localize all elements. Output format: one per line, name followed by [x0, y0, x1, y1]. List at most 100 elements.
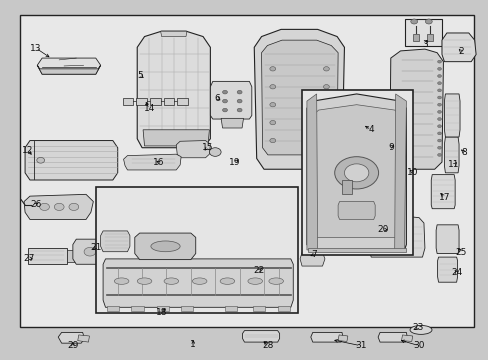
- Circle shape: [237, 99, 242, 103]
- Text: 18: 18: [156, 308, 167, 317]
- Polygon shape: [177, 98, 187, 105]
- Polygon shape: [306, 94, 317, 250]
- Polygon shape: [261, 40, 337, 155]
- Text: 17: 17: [438, 193, 449, 202]
- Bar: [96, 187, 298, 313]
- Circle shape: [40, 203, 49, 211]
- Ellipse shape: [163, 278, 178, 284]
- Polygon shape: [24, 194, 93, 220]
- Text: 14: 14: [143, 104, 155, 113]
- Circle shape: [437, 67, 441, 70]
- Circle shape: [410, 19, 417, 24]
- Ellipse shape: [386, 235, 406, 240]
- Polygon shape: [401, 335, 412, 341]
- Bar: [405, 19, 441, 45]
- Ellipse shape: [192, 278, 206, 284]
- Polygon shape: [103, 259, 293, 307]
- Text: 31: 31: [354, 341, 366, 350]
- Circle shape: [269, 121, 275, 125]
- Bar: [302, 90, 412, 255]
- Ellipse shape: [151, 241, 180, 252]
- Polygon shape: [157, 306, 168, 311]
- Polygon shape: [247, 260, 269, 280]
- Text: 21: 21: [90, 243, 101, 252]
- Circle shape: [437, 125, 441, 128]
- Text: 20: 20: [377, 225, 388, 234]
- Polygon shape: [221, 118, 243, 128]
- Polygon shape: [136, 98, 147, 105]
- Circle shape: [269, 85, 275, 89]
- Circle shape: [69, 203, 79, 211]
- Polygon shape: [444, 137, 458, 173]
- Bar: [66, 250, 79, 262]
- Circle shape: [323, 67, 329, 71]
- Text: 23: 23: [411, 323, 423, 332]
- Polygon shape: [444, 94, 459, 137]
- Text: 1: 1: [190, 341, 196, 350]
- Polygon shape: [131, 306, 143, 311]
- Polygon shape: [337, 335, 347, 341]
- Circle shape: [323, 138, 329, 143]
- Polygon shape: [441, 33, 475, 62]
- Polygon shape: [150, 98, 160, 105]
- Circle shape: [269, 103, 275, 107]
- Circle shape: [237, 90, 242, 94]
- Circle shape: [222, 108, 227, 112]
- Polygon shape: [101, 231, 130, 252]
- Text: 27: 27: [23, 254, 35, 263]
- Text: 11: 11: [447, 161, 459, 170]
- Text: 8: 8: [460, 148, 466, 157]
- Text: 5: 5: [137, 71, 142, 80]
- Circle shape: [437, 82, 441, 85]
- Polygon shape: [254, 30, 344, 169]
- Bar: [27, 248, 66, 264]
- Text: 16: 16: [153, 158, 164, 167]
- Text: 10: 10: [406, 168, 418, 177]
- Circle shape: [323, 121, 329, 125]
- Polygon shape: [181, 306, 193, 311]
- Text: 4: 4: [368, 125, 373, 134]
- Polygon shape: [107, 306, 119, 311]
- Circle shape: [437, 153, 441, 156]
- Polygon shape: [122, 98, 133, 105]
- Polygon shape: [163, 98, 174, 105]
- Circle shape: [437, 146, 441, 149]
- Ellipse shape: [220, 278, 234, 284]
- Text: 12: 12: [22, 146, 33, 155]
- Polygon shape: [58, 332, 84, 343]
- Polygon shape: [435, 225, 458, 253]
- Polygon shape: [135, 233, 195, 260]
- Bar: [427, 34, 432, 41]
- Text: 30: 30: [412, 341, 424, 350]
- Circle shape: [344, 164, 368, 182]
- Circle shape: [209, 148, 221, 156]
- Polygon shape: [123, 154, 181, 170]
- Circle shape: [437, 132, 441, 135]
- Polygon shape: [306, 94, 406, 250]
- Circle shape: [437, 89, 441, 92]
- Circle shape: [425, 19, 431, 24]
- Polygon shape: [307, 248, 406, 252]
- Polygon shape: [73, 239, 107, 264]
- Polygon shape: [377, 332, 407, 342]
- Circle shape: [323, 103, 329, 107]
- Ellipse shape: [409, 325, 431, 334]
- Polygon shape: [143, 130, 209, 146]
- Polygon shape: [160, 31, 186, 37]
- Text: 22: 22: [253, 266, 264, 275]
- Text: 15: 15: [202, 143, 213, 152]
- Circle shape: [37, 157, 44, 163]
- Circle shape: [437, 111, 441, 113]
- Ellipse shape: [247, 278, 262, 284]
- Bar: [20, 15, 473, 327]
- Circle shape: [437, 75, 441, 77]
- Text: 24: 24: [450, 268, 461, 277]
- Polygon shape: [37, 65, 101, 74]
- Text: 2: 2: [458, 47, 463, 56]
- Circle shape: [437, 60, 441, 63]
- Circle shape: [222, 99, 227, 103]
- Text: 29: 29: [67, 341, 79, 350]
- Polygon shape: [394, 94, 406, 250]
- Text: 13: 13: [30, 44, 41, 53]
- Polygon shape: [366, 216, 424, 257]
